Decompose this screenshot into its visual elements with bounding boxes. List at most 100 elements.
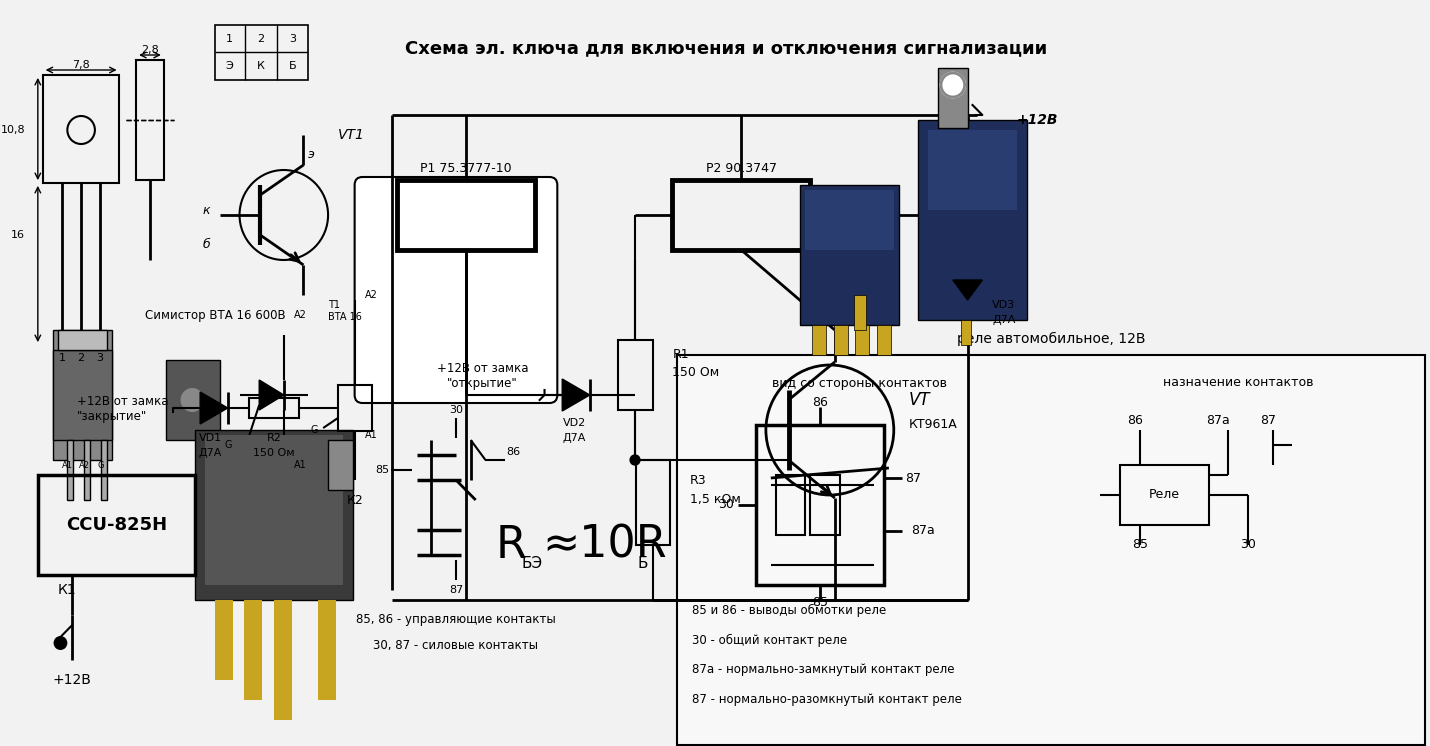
Bar [84,440,90,500]
Bar [938,68,968,128]
Text: 30: 30 [1240,539,1256,551]
Text: +12В: +12В [53,673,92,687]
Bar [756,425,884,585]
Text: 1: 1 [226,34,233,44]
Text: 2,8: 2,8 [142,45,159,55]
Bar [136,60,164,180]
Text: G: G [97,460,104,469]
Text: R3: R3 [691,474,706,486]
Text: 2: 2 [77,353,84,363]
Polygon shape [562,379,589,411]
Polygon shape [200,392,227,424]
Circle shape [631,455,641,465]
Text: Д7А: Д7А [562,433,586,443]
Text: G: G [225,440,232,450]
Text: назначение контактов: назначение контактов [1163,377,1313,389]
Text: 1,5 кОм: 1,5 кОм [691,494,741,507]
Bar [67,440,73,500]
Bar [618,340,652,410]
Text: Схема эл. ключа для включения и отключения сигнализации: Схема эл. ключа для включения и отключен… [406,39,1048,57]
Text: +12В от замка
"открытие": +12В от замка "открытие" [436,362,528,390]
Text: 87а: 87а [1207,413,1230,427]
Bar [337,385,372,431]
Bar [812,325,827,355]
Text: 87а: 87а [911,524,935,538]
Bar [398,180,535,250]
Bar [249,398,299,418]
Bar [928,130,1017,210]
Bar [775,475,805,535]
Bar [214,25,309,80]
Text: 87: 87 [449,585,463,595]
Bar [275,600,292,720]
FancyBboxPatch shape [355,177,558,403]
Text: Симистор ВТА 16 600В: Симистор ВТА 16 600В [144,309,285,322]
Bar [214,600,233,680]
Text: 150 Ом: 150 Ом [672,366,719,378]
Text: к: к [203,204,210,216]
Text: A1: A1 [365,430,378,440]
Text: 3: 3 [96,353,103,363]
Polygon shape [952,280,982,300]
Bar [801,185,898,325]
Text: 16: 16 [11,230,26,240]
Bar [319,600,336,700]
Text: ≈10R: ≈10R [542,524,668,566]
Bar [37,475,196,575]
Text: 30: 30 [718,498,735,512]
Text: R: R [495,524,526,566]
Text: Д7А: Д7А [992,315,1015,325]
Text: 7,8: 7,8 [73,60,90,70]
Text: 30: 30 [449,405,463,415]
Bar [166,360,220,440]
Bar [53,350,112,440]
Text: 2: 2 [257,34,265,44]
Bar [961,320,971,345]
Bar [57,330,107,350]
Text: вид со стороны контактов: вид со стороны контактов [772,377,947,389]
Bar [53,330,112,460]
Text: 10,8: 10,8 [0,125,26,135]
Text: T1: T1 [327,300,340,310]
Text: Д7А: Д7А [199,448,222,458]
Text: Р1 75.3777-10: Р1 75.3777-10 [420,161,512,175]
Text: VT: VT [908,391,930,409]
Text: Р2 90.3747: Р2 90.3747 [706,161,776,175]
Text: 30 - общий контакт реле: 30 - общий контакт реле [692,633,847,647]
Text: A2: A2 [79,460,90,469]
Bar [918,120,1027,320]
Text: 86: 86 [1127,413,1143,427]
Text: 85 и 86 - выводы обмотки реле: 85 и 86 - выводы обмотки реле [692,604,887,616]
Text: КТ961А: КТ961А [908,419,957,431]
Text: 85: 85 [812,597,828,609]
Text: Э: Э [226,61,233,71]
Text: A1: A1 [61,460,73,469]
Bar [855,325,869,355]
Text: реле автомобильное, 12В: реле автомобильное, 12В [957,332,1145,346]
Text: A2: A2 [293,310,306,320]
Text: 86: 86 [812,397,828,410]
Text: 85: 85 [375,465,389,475]
Text: G: G [310,425,319,435]
Text: ССU-825Н: ССU-825Н [66,516,167,534]
Bar [245,600,262,700]
Circle shape [53,636,67,650]
Text: A2: A2 [365,290,378,300]
Text: 85, 86 - управляющие контакты: 85, 86 - управляющие контакты [356,613,556,627]
Bar [834,325,848,355]
Text: 85: 85 [1131,539,1148,551]
Text: VD2: VD2 [562,418,586,428]
Text: Реле: Реле [1148,489,1180,501]
Text: б: б [202,239,210,251]
Bar [678,355,1426,745]
Text: К: К [257,61,265,71]
Bar [100,440,107,500]
Text: 87: 87 [1260,413,1276,427]
Text: 87: 87 [905,471,921,484]
Text: VT1: VT1 [337,128,365,142]
Text: R2: R2 [266,433,282,443]
Text: БЭ: БЭ [522,556,543,571]
Text: 30, 87 - силовые контакты: 30, 87 - силовые контакты [373,639,539,651]
Bar [1120,465,1208,525]
Bar [636,460,671,545]
